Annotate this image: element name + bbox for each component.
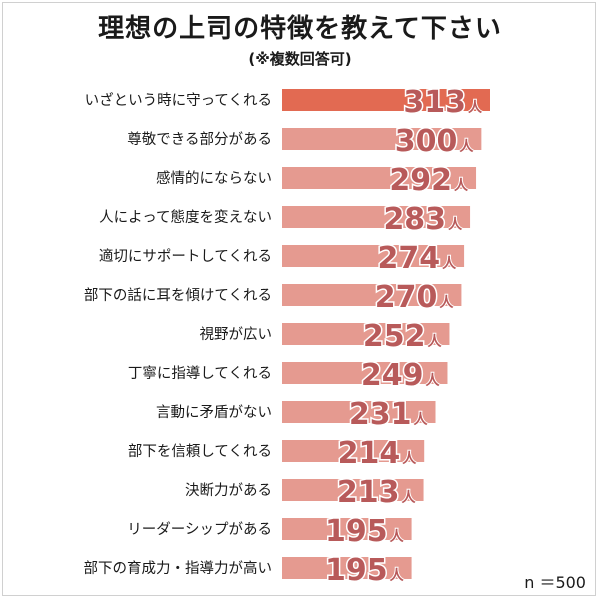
unit-label: 人 [425,372,440,389]
bar [282,440,425,462]
bar [282,284,462,306]
category-label: 部下の育成力・指導力が高い [84,560,273,577]
value-label: 283 [383,202,446,237]
unit-label: 人 [448,216,463,233]
unit-label: 人 [442,255,457,272]
bar [282,206,471,228]
category-label: リーダーシップがある [127,521,272,538]
bar [282,323,450,345]
category-label: 決断力がある [185,482,272,499]
category-label: 人によって態度を変えない [99,209,272,226]
value-label: 195 [325,553,388,588]
bar [282,557,412,579]
category-label: 部下を信頼してくれる [128,443,272,460]
bar [282,167,477,189]
value-label: 195 [325,514,388,549]
unit-label: 人 [454,177,469,194]
value-label: 274 [377,241,440,276]
value-label: 292 [389,163,452,198]
value-label: 270 [375,280,438,315]
category-label: 言動に矛盾がない [156,404,272,421]
value-label: 300 [395,124,458,159]
bar [282,89,490,111]
value-label: 313 [403,85,466,120]
category-label: 丁寧に指導してくれる [128,365,272,382]
chart-title: 理想の上司の特徴を教えて下さい [98,14,502,44]
category-label: 部下の話に耳を傾けてくれる [84,287,272,304]
bar [282,518,412,540]
value-label: 231 [349,397,412,432]
unit-label: 人 [402,450,417,467]
unit-label: 人 [402,489,417,506]
category-label: 視野が広い [200,326,273,343]
unit-label: 人 [427,333,442,350]
category-label: 感情的にならない [156,170,272,187]
unit-label: 人 [390,567,405,584]
category-label: いざという時に守ってくれる [85,91,272,109]
value-label: 214 [338,436,401,471]
value-label: 249 [361,358,424,393]
unit-label: 人 [414,411,429,428]
bar [282,128,482,150]
unit-label: 人 [390,528,405,545]
chart-subtitle: (※複数回答可) [248,50,352,68]
category-label: 尊敬できる部分がある [127,131,272,148]
unit-label: 人 [468,99,483,116]
bar [282,362,448,384]
value-label: 213 [337,475,400,510]
bar [282,479,424,501]
unit-label: 人 [439,294,454,311]
value-label: 252 [363,319,426,354]
category-label: 適切にサポートしてくれる [99,247,272,265]
bar [282,401,436,423]
bar [282,245,465,267]
sample-size-note: n ＝500 [524,573,586,592]
unit-label: 人 [459,138,474,155]
